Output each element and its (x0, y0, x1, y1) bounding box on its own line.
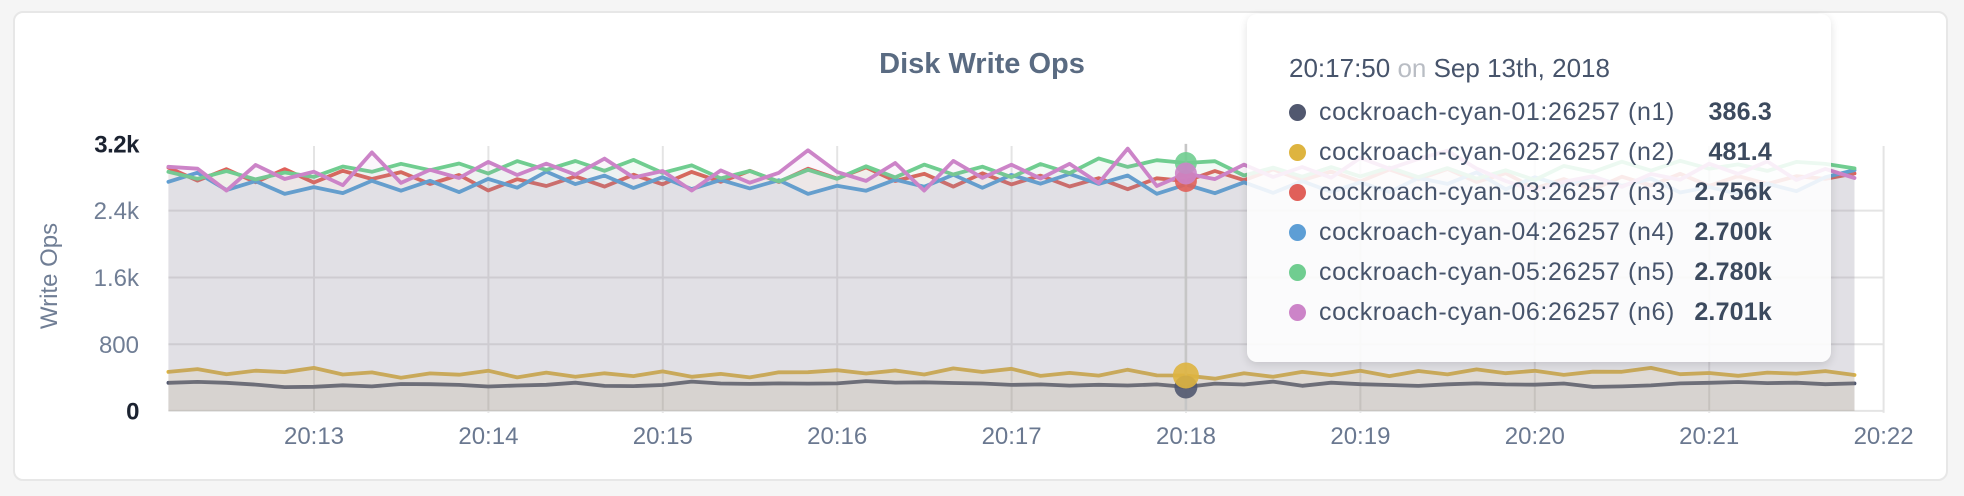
svg-text:20:15: 20:15 (633, 423, 693, 450)
svg-text:20:21: 20:21 (1679, 423, 1739, 450)
svg-text:20:20: 20:20 (1505, 423, 1565, 450)
svg-text:20:18: 20:18 (1156, 423, 1216, 450)
svg-text:20:17: 20:17 (982, 423, 1042, 450)
svg-text:20:19: 20:19 (1330, 423, 1390, 450)
svg-text:20:14: 20:14 (458, 423, 518, 450)
svg-text:Write Ops: Write Ops (36, 223, 63, 329)
svg-text:20:13: 20:13 (284, 423, 344, 450)
svg-text:20:22: 20:22 (1854, 423, 1914, 450)
svg-text:3.2k: 3.2k (94, 131, 140, 158)
svg-text:Disk Write Ops: Disk Write Ops (879, 48, 1085, 80)
svg-text:20:16: 20:16 (807, 423, 867, 450)
svg-text:2.4k: 2.4k (94, 198, 140, 225)
svg-text:800: 800 (99, 332, 139, 359)
svg-text:1.6k: 1.6k (94, 265, 140, 292)
svg-text:0: 0 (126, 398, 139, 425)
